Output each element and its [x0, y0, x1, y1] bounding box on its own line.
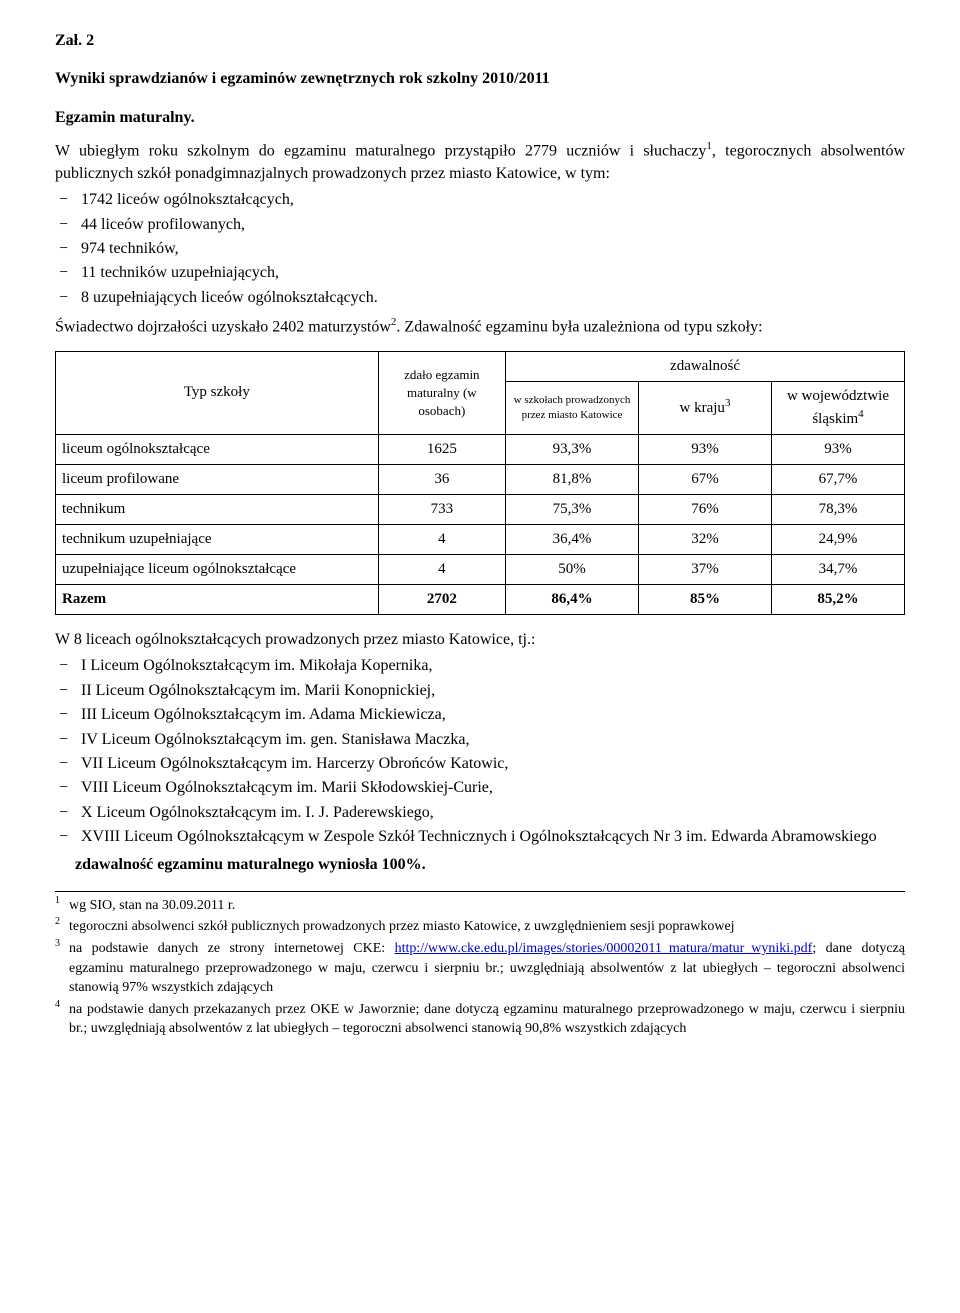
list-item: II Liceum Ogólnokształcącym im. Marii Ko… [55, 680, 905, 702]
footnote-link[interactable]: http://www.cke.edu.pl/images/stories/000… [395, 941, 813, 956]
col-passed: zdało egzamin maturalny (w osobach) [378, 351, 505, 434]
intro-p2a: Świadectwo dojrzałości uzyskało 2402 mat… [55, 319, 391, 336]
list-item: 1742 liceów ogólnokształcących, [55, 189, 905, 211]
cell-value: 733 [378, 494, 505, 524]
intro-paragraph-1: W ubiegłym roku szkolnym do egzaminu mat… [55, 139, 905, 185]
cell-value: 93% [639, 434, 772, 464]
cell-value: 36 [378, 464, 505, 494]
list-item: XVIII Liceum Ogólnokształcącym w Zespole… [55, 826, 905, 848]
table-row: technikum uzupełniające 4 36,4% 32% 24,9… [56, 524, 905, 554]
footnotes: 1 wg SIO, stan na 30.09.2011 r. 2 tegoro… [55, 891, 905, 1039]
cell-label: liceum ogólnokształcące [56, 434, 379, 464]
cell-label: technikum uzupełniające [56, 524, 379, 554]
cell-value: 4 [378, 554, 505, 584]
list-item: I Liceum Ogólnokształcącym im. Mikołaja … [55, 655, 905, 677]
list-item: 11 techników uzupełniających, [55, 262, 905, 284]
cell-value: 67,7% [771, 464, 904, 494]
cell-label: uzupełniające liceum ogólnokształcące [56, 554, 379, 584]
col-woj-text: w województwie śląskim [787, 388, 889, 427]
cell-value: 78,3% [771, 494, 904, 524]
schools-intro: W 8 liceach ogólnokształcących prowadzon… [55, 629, 905, 651]
table-row-total: Razem 2702 86,4% 85% 85,2% [56, 584, 905, 614]
col-wojewodztwo: w województwie śląskim4 [771, 381, 904, 434]
cell-value: 81,8% [506, 464, 639, 494]
list-item: 974 techników, [55, 238, 905, 260]
fn-num: 3 [55, 937, 65, 996]
footnote-1: 1 wg SIO, stan na 30.09.2011 r. [55, 896, 905, 916]
cell-value: 67% [639, 464, 772, 494]
cell-value: 34,7% [771, 554, 904, 584]
col-type: Typ szkoły [56, 351, 379, 434]
cell-label: Razem [56, 584, 379, 614]
list-item: IV Liceum Ogólnokształcącym im. gen. Sta… [55, 729, 905, 751]
footnote-3: 3 na podstawie danych ze strony internet… [55, 939, 905, 998]
cell-value: 85,2% [771, 584, 904, 614]
fn3-a: na podstawie danych ze strony internetow… [69, 941, 395, 956]
list-item: X Liceum Ogólnokształcącym im. I. J. Pad… [55, 802, 905, 824]
attachment-label: Zał. 2 [55, 30, 905, 52]
col-katowice: w szkołach prowadzonych przez miasto Kat… [506, 381, 639, 434]
fn-text: na podstawie danych ze strony internetow… [69, 939, 905, 998]
fn-num: 2 [55, 915, 65, 935]
col-woj-sup: 4 [858, 408, 864, 420]
cell-value: 75,3% [506, 494, 639, 524]
cell-value: 4 [378, 524, 505, 554]
intro-p2b: . Zdawalność egzaminu była uzależniona o… [396, 319, 762, 336]
intro-list: 1742 liceów ogólnokształcących, 44 liceó… [55, 189, 905, 309]
cell-value: 76% [639, 494, 772, 524]
schools-list: I Liceum Ogólnokształcącym im. Mikołaja … [55, 655, 905, 848]
list-item: III Liceum Ogólnokształcącym im. Adama M… [55, 704, 905, 726]
cell-value: 86,4% [506, 584, 639, 614]
cell-value: 37% [639, 554, 772, 584]
list-item: 44 liceów profilowanych, [55, 214, 905, 236]
cell-value: 32% [639, 524, 772, 554]
fn-num: 4 [55, 998, 65, 1037]
cell-value: 2702 [378, 584, 505, 614]
cell-value: 1625 [378, 434, 505, 464]
cell-label: liceum profilowane [56, 464, 379, 494]
fn-text: tegoroczni absolwenci szkół publicznych … [69, 917, 905, 937]
table-row: liceum profilowane 36 81,8% 67% 67,7% [56, 464, 905, 494]
list-item: VII Liceum Ogólnokształcącym im. Harcerz… [55, 753, 905, 775]
footnote-2: 2 tegoroczni absolwenci szkół publicznyc… [55, 917, 905, 937]
table-row: liceum ogólnokształcące 1625 93,3% 93% 9… [56, 434, 905, 464]
table-row: uzupełniające liceum ogólnokształcące 4 … [56, 554, 905, 584]
fn-text: na podstawie danych przekazanych przez O… [69, 1000, 905, 1039]
list-item: VIII Liceum Ogólnokształcącym im. Marii … [55, 777, 905, 799]
intro-p1a: W ubiegłym roku szkolnym do egzaminu mat… [55, 143, 706, 160]
cell-value: 85% [639, 584, 772, 614]
cell-value: 36,4% [506, 524, 639, 554]
cell-value: 50% [506, 554, 639, 584]
page-title: Wyniki sprawdzianów i egzaminów zewnętrz… [55, 68, 905, 90]
page-subtitle: Egzamin maturalny. [55, 107, 905, 129]
cell-label: technikum [56, 494, 379, 524]
col-kraj: w kraju3 [639, 381, 772, 434]
cell-value: 93% [771, 434, 904, 464]
col-kraj-text: w kraju [680, 400, 725, 416]
table-row: technikum 733 75,3% 76% 78,3% [56, 494, 905, 524]
fn-text: wg SIO, stan na 30.09.2011 r. [69, 896, 905, 916]
fn-num: 1 [55, 894, 65, 914]
cell-value: 93,3% [506, 434, 639, 464]
cell-value: 24,9% [771, 524, 904, 554]
intro-paragraph-2: Świadectwo dojrzałości uzyskało 2402 mat… [55, 315, 905, 339]
conclusion: zdawalność egzaminu maturalnego wyniosła… [75, 854, 905, 876]
footnote-4: 4 na podstawie danych przekazanych przez… [55, 1000, 905, 1039]
col-zdawalnosc: zdawalność [506, 351, 905, 381]
list-item: 8 uzupełniających liceów ogólnokształcąc… [55, 287, 905, 309]
col-kraj-sup: 3 [725, 397, 731, 409]
results-table: Typ szkoły zdało egzamin maturalny (w os… [55, 351, 905, 615]
